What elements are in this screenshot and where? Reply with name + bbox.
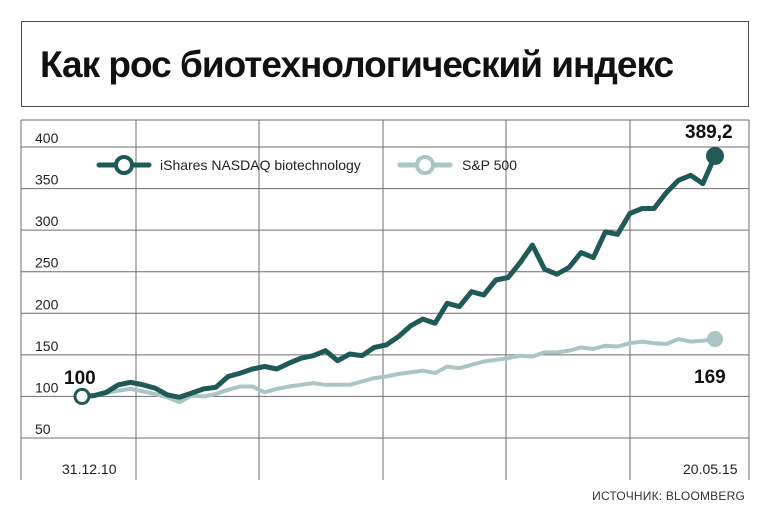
start-point-marker	[73, 387, 91, 405]
end-value-label-biotech: 389,2	[685, 122, 733, 143]
chart-title: Как рос биотехнологический индекс	[40, 44, 674, 85]
end-point-marker-biotech	[706, 146, 724, 165]
end-value-label-sp500: 169	[694, 367, 726, 388]
legend-swatch-marker	[114, 155, 134, 175]
end-point-marker-sp500	[707, 331, 723, 348]
legend-swatch-marker	[415, 155, 435, 175]
x-tick-label: 20.05.15	[683, 461, 738, 477]
series-line-biotech	[79, 153, 718, 400]
series-line-sp500	[80, 337, 717, 405]
y-tick-label: 350	[35, 172, 59, 188]
legend-label: iShares NASDAQ biotechnology	[160, 157, 361, 173]
y-tick-label: 150	[35, 338, 59, 354]
legend-label: S&P 500	[462, 157, 517, 173]
y-tick-label: 200	[35, 296, 59, 312]
source-note: ИСТОЧНИК: BLOOMBERG	[592, 489, 745, 503]
title-panel	[21, 21, 749, 107]
start-value-label: 100	[64, 368, 96, 389]
x-tick-label: 31.12.10	[62, 461, 117, 477]
y-tick-label: 50	[35, 421, 51, 437]
y-tick-label: 250	[35, 255, 59, 271]
y-tick-label: 100	[35, 379, 59, 395]
y-tick-label: 400	[35, 130, 59, 146]
y-tick-label: 300	[35, 213, 59, 229]
